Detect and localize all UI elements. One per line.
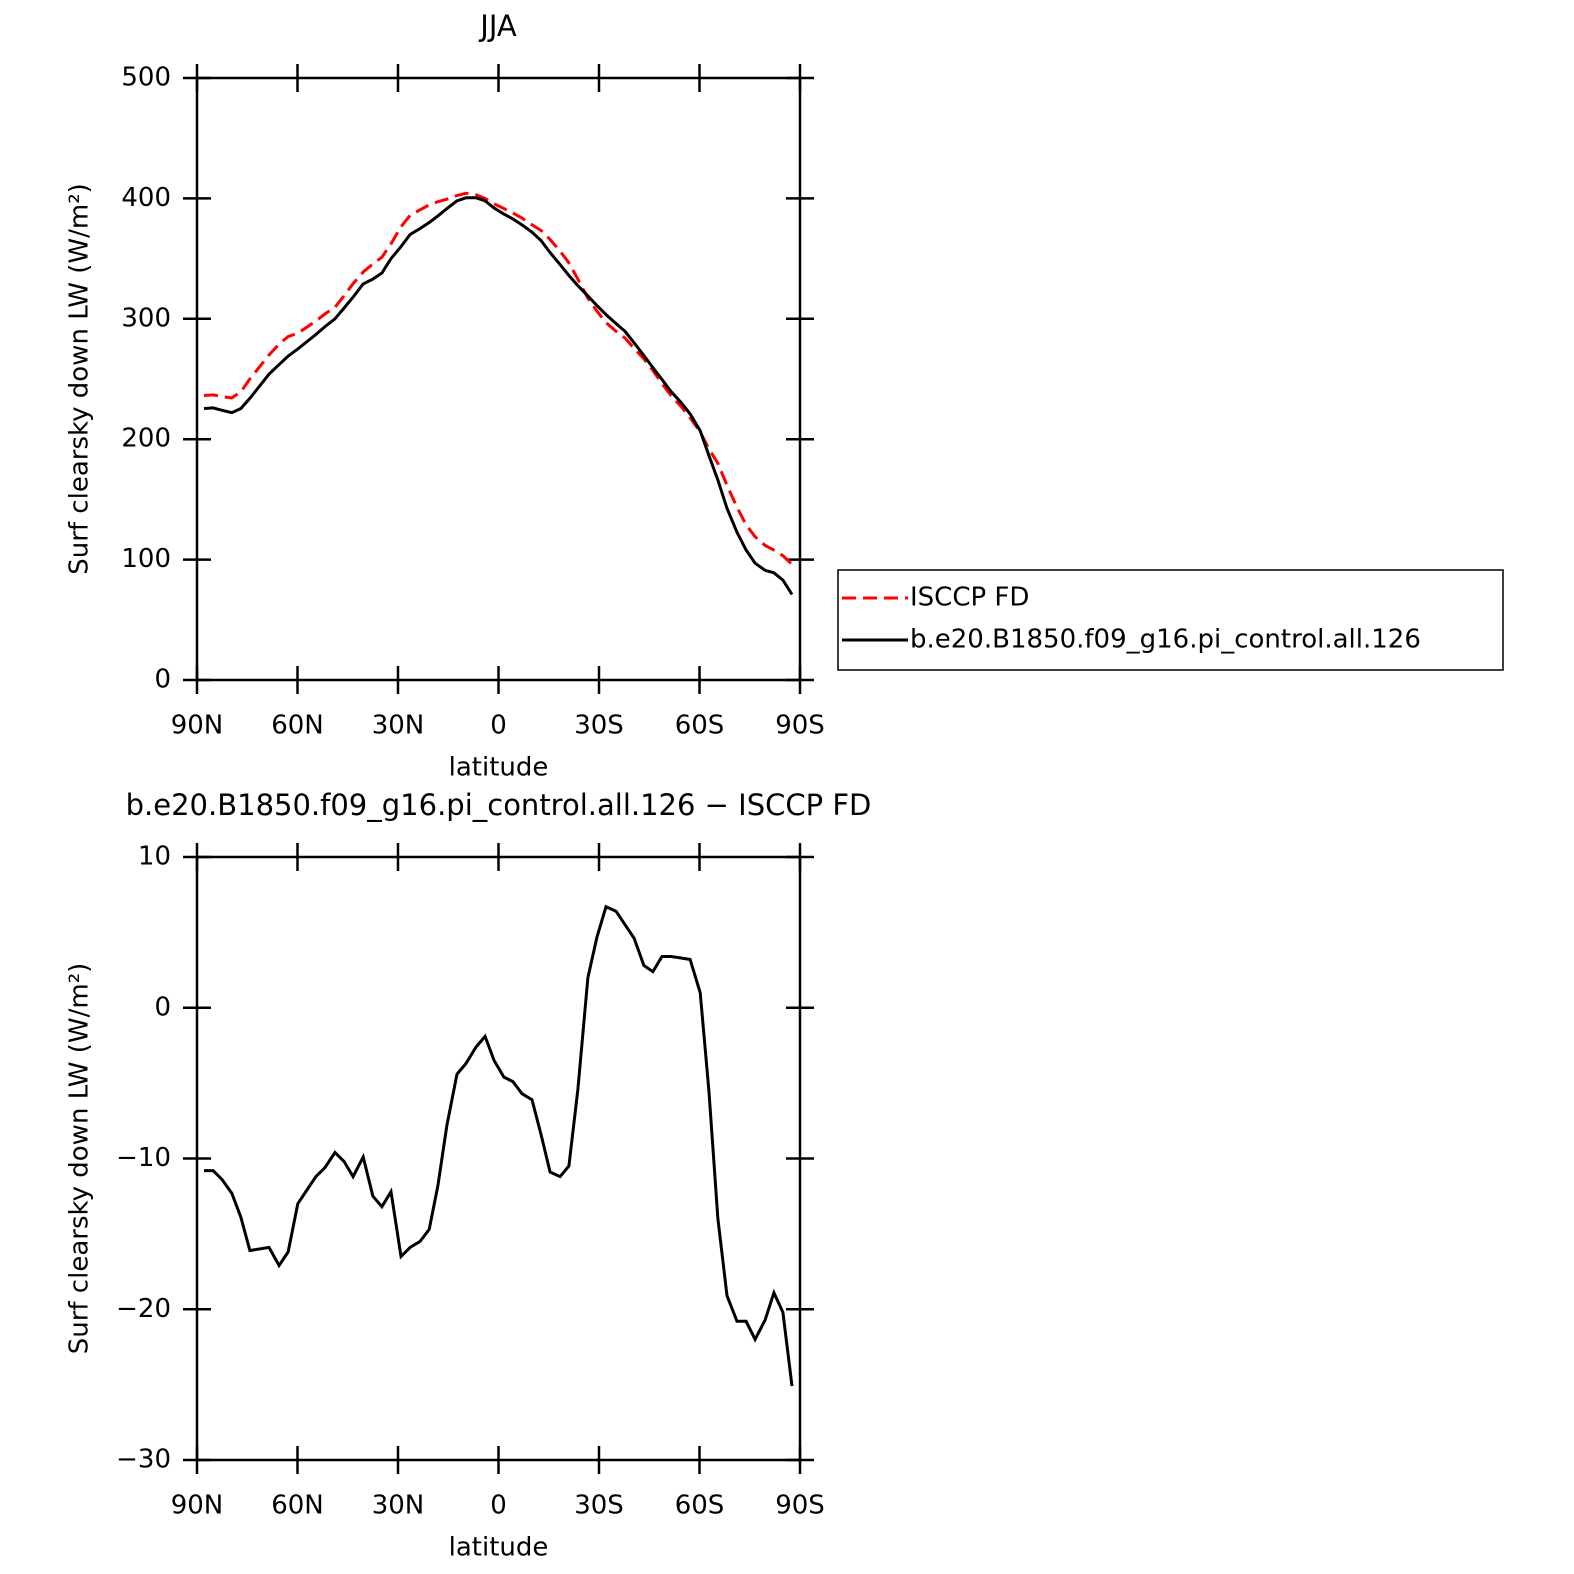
x-tick-label: 30S — [574, 1491, 624, 1521]
plot-frame — [195, 76, 802, 682]
y-tick-label: 400 — [121, 183, 171, 213]
x-tick-label: 30N — [372, 711, 425, 741]
legend-label: ISCCP FD — [910, 583, 1029, 613]
x-tick-label: 90N — [171, 1491, 224, 1521]
x-tick-label: 30S — [574, 711, 624, 741]
x-tick-label: 60S — [675, 711, 725, 741]
y-tick-label: 0 — [154, 665, 171, 695]
y-tick-label: −20 — [116, 1294, 171, 1324]
x-axis-label: latitude — [449, 753, 549, 783]
y-tick-label: 300 — [121, 303, 171, 333]
x-tick-label: 60S — [675, 1491, 725, 1521]
plot-frame — [195, 855, 802, 1462]
x-axis-label: latitude — [449, 1533, 549, 1563]
y-tick-label: −30 — [116, 1445, 171, 1475]
y-tick-label: 10 — [138, 842, 171, 872]
y-tick-label: 500 — [121, 63, 171, 93]
data-line — [203, 191, 794, 566]
x-tick-label: 60N — [271, 711, 324, 741]
y-axis-label: Surf clearsky down LW (W/m²) — [65, 963, 95, 1355]
y-tick-label: 0 — [154, 992, 171, 1022]
legend-box — [837, 569, 1504, 671]
x-tick-label: 90S — [775, 711, 825, 741]
x-tick-label: 0 — [490, 711, 507, 741]
chart-title: b.e20.B1850.f09_g16.pi_control.all.126 −… — [126, 788, 872, 822]
legend-label: b.e20.B1850.f09_g16.pi_control.all.126 — [910, 625, 1421, 655]
y-tick-label: 200 — [121, 424, 171, 454]
x-tick-label: 30N — [372, 1491, 425, 1521]
x-tick-label: 60N — [271, 1491, 324, 1521]
data-line — [204, 904, 794, 1387]
x-tick-label: 90S — [775, 1491, 825, 1521]
x-tick-label: 90N — [171, 711, 224, 741]
y-tick-label: 100 — [121, 544, 171, 574]
y-tick-label: −10 — [116, 1143, 171, 1173]
x-tick-label: 0 — [490, 1491, 507, 1521]
data-line — [203, 196, 794, 596]
y-axis-label: Surf clearsky down LW (W/m²) — [65, 183, 95, 575]
chart-title: JJA — [478, 9, 517, 43]
